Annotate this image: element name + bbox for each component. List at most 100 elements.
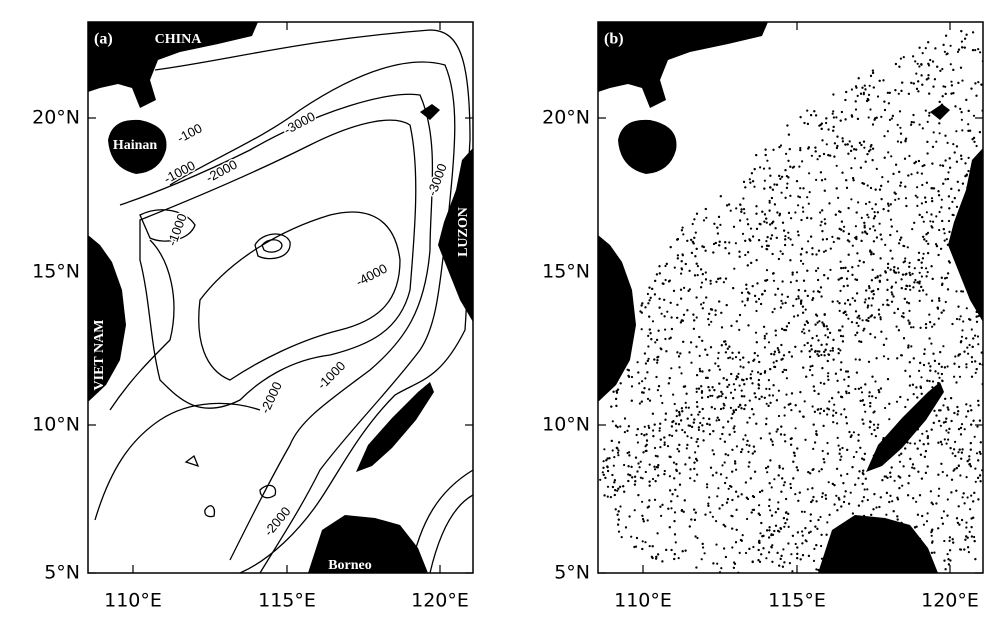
observation-dot xyxy=(950,478,954,481)
observation-dot xyxy=(791,273,794,276)
observation-dot xyxy=(857,477,860,480)
observation-dot xyxy=(779,527,782,530)
observation-dot xyxy=(877,288,880,291)
observation-dot xyxy=(840,361,843,364)
observation-dot xyxy=(712,430,715,433)
observation-dot xyxy=(752,545,755,549)
observation-dot xyxy=(943,239,946,242)
observation-dot xyxy=(938,299,941,302)
observation-dot xyxy=(725,476,728,479)
observation-dot xyxy=(729,391,733,394)
observation-dot xyxy=(818,320,821,323)
observation-dot xyxy=(781,467,785,470)
observation-dot xyxy=(820,295,823,298)
observation-dot xyxy=(857,77,860,80)
observation-dot xyxy=(946,406,949,409)
observation-dot xyxy=(974,360,977,363)
observation-dot xyxy=(723,461,726,464)
observation-dot xyxy=(606,465,609,468)
observation-dot xyxy=(869,108,872,111)
observation-dot xyxy=(709,346,713,349)
observation-dot xyxy=(641,391,644,394)
observation-dot xyxy=(670,367,673,370)
observation-dot xyxy=(803,510,806,513)
observation-dot xyxy=(928,111,931,114)
observation-dot xyxy=(680,372,683,375)
observation-dot xyxy=(755,205,758,208)
depth-contour xyxy=(429,494,473,573)
observation-dot xyxy=(832,125,835,128)
observation-dot xyxy=(904,197,908,200)
observation-dot xyxy=(778,214,781,217)
observation-dot xyxy=(832,414,835,417)
observation-dot xyxy=(638,466,641,469)
observation-dot xyxy=(915,87,919,90)
observation-dot xyxy=(924,47,927,50)
observation-dot xyxy=(842,285,845,288)
observation-dot xyxy=(806,109,809,112)
observation-dot xyxy=(845,277,849,280)
panel-label: (b) xyxy=(604,31,624,48)
observation-dot xyxy=(794,542,797,546)
observation-dot xyxy=(777,474,780,477)
observation-dot xyxy=(766,471,769,474)
observation-dot xyxy=(684,401,687,404)
observation-dot xyxy=(968,343,971,347)
observation-dot xyxy=(829,247,832,250)
observation-dot xyxy=(725,501,729,504)
observation-dot xyxy=(752,235,755,238)
observation-dot xyxy=(942,228,945,231)
observation-dot xyxy=(640,400,643,403)
observation-dot xyxy=(940,276,943,279)
observation-dot xyxy=(685,406,688,409)
observation-dot xyxy=(980,83,983,86)
observation-dot xyxy=(602,460,605,463)
observation-dot xyxy=(965,403,968,406)
observation-dot xyxy=(813,110,816,113)
observation-dot xyxy=(918,46,921,49)
observation-dot xyxy=(768,529,771,532)
observation-dot xyxy=(744,239,747,242)
observation-dot xyxy=(840,474,843,477)
observation-dot xyxy=(655,375,658,379)
observation-dot xyxy=(864,202,868,205)
observation-dot xyxy=(809,519,812,523)
observation-dot xyxy=(938,100,941,103)
observation-dot xyxy=(712,562,715,565)
observation-dot xyxy=(687,289,690,292)
observation-dot xyxy=(734,356,738,359)
observation-dot xyxy=(845,186,849,189)
observation-dot xyxy=(867,93,871,96)
observation-dot xyxy=(755,422,758,425)
observation-dot xyxy=(959,474,962,477)
observation-dot xyxy=(796,447,799,450)
observation-dot xyxy=(885,491,888,494)
lat-tick-label: 5°N xyxy=(554,562,590,584)
land xyxy=(866,382,944,472)
observation-dot xyxy=(768,199,771,202)
observation-dot xyxy=(763,371,766,374)
observation-dot xyxy=(722,281,725,284)
observation-dot xyxy=(743,212,746,215)
observation-dot xyxy=(868,395,871,398)
observation-dot xyxy=(728,203,731,206)
observation-dot xyxy=(850,434,853,437)
observation-dot xyxy=(929,321,932,324)
observation-dot xyxy=(669,455,672,459)
observation-dot xyxy=(961,448,964,451)
observation-dot xyxy=(973,140,976,143)
observation-dot xyxy=(974,558,977,561)
observation-dot xyxy=(910,123,913,126)
observation-dot xyxy=(841,140,844,143)
observation-dot xyxy=(770,514,774,517)
observation-dot xyxy=(734,460,737,463)
observation-dot xyxy=(619,505,622,508)
observation-dot xyxy=(702,546,705,549)
observation-dot xyxy=(961,329,964,332)
land xyxy=(598,235,636,402)
observation-dot xyxy=(731,498,734,502)
observation-dot xyxy=(978,362,981,365)
observation-dot xyxy=(948,230,951,233)
observation-dot xyxy=(798,491,801,494)
observation-dot xyxy=(771,544,774,547)
